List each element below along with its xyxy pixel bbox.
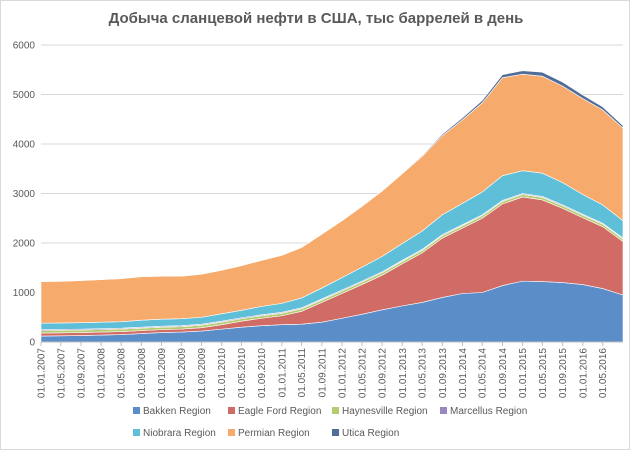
y-tick-label: 6000 — [13, 41, 36, 52]
legend-label: Haynesville Region — [342, 406, 428, 417]
legend-label: Niobrara Region — [143, 428, 216, 439]
x-tick-label: 01.09.2013 — [438, 348, 449, 398]
x-tick-label: 01.09.2009 — [197, 348, 208, 398]
x-tick-label: 01.05.2010 — [237, 348, 248, 398]
x-tick-label: 01.05.2009 — [177, 348, 188, 398]
legend-label: Utica Region — [342, 428, 399, 439]
x-tick-label: 01.01.2010 — [217, 348, 228, 398]
legend: Bakken Region Eagle Ford Region Haynesvill… — [133, 406, 527, 439]
x-tick-label: 01.05.2012 — [357, 348, 368, 398]
legend-label: Bakken Region — [143, 406, 211, 417]
x-tick-label: 01.05.2014 — [478, 348, 489, 398]
legend-swatch — [133, 429, 140, 436]
legend-swatch — [228, 407, 235, 414]
x-tick-label: 01.05.2007 — [56, 348, 67, 398]
chart-title: Добыча сланцевой нефти в США, тыс баррел… — [108, 10, 524, 27]
y-tick-label: 5000 — [13, 90, 36, 101]
area-series-7 — [40, 70, 624, 282]
x-tick-label: 01.09.2012 — [378, 348, 389, 398]
x-tick-label: 01.01.2013 — [398, 348, 409, 398]
axis-layer: 0 1000 2000 3000 4000 5000 6000 01.01.2007 01.05… — [13, 41, 623, 398]
x-tick-label: 01.09.2014 — [498, 348, 509, 398]
legend-swatch — [332, 407, 339, 414]
x-tick-label: 01.01.2011 — [277, 348, 288, 398]
y-tick-label: 1000 — [13, 288, 36, 299]
x-tick-label: 01.01.2012 — [337, 348, 348, 398]
legend-swatch — [228, 429, 235, 436]
x-tick-label: 01.09.2011 — [317, 348, 328, 398]
x-tick-label: 01.01.2008 — [97, 348, 108, 398]
x-tick-label: 01.05.2016 — [598, 348, 609, 398]
x-tick-label: 01.09.2008 — [137, 348, 148, 398]
x-tick-label: 01.01.2007 — [37, 348, 48, 398]
y-tick-label: 2000 — [13, 239, 36, 250]
x-tick-label: 01.05.2008 — [117, 348, 128, 398]
x-tick-label: 01.01.2014 — [458, 348, 469, 398]
legend-label: Eagle Ford Region — [238, 406, 321, 417]
x-tick-label: 01.01.2009 — [157, 348, 168, 398]
legend-label: Marcellus Region — [450, 406, 527, 417]
area-layer — [40, 70, 624, 343]
x-tick-label: 01.05.2011 — [297, 348, 308, 398]
x-tick-label: 01.05.2013 — [418, 348, 429, 398]
x-tick-label: 01.01.2015 — [518, 348, 529, 398]
legend-label: Permian Region — [238, 428, 310, 439]
y-tick-label: 0 — [29, 338, 35, 349]
x-tick-label: 01.09.2007 — [77, 348, 88, 398]
x-tick-label: 01.05.2015 — [538, 348, 549, 398]
x-tick-label: 01.09.2010 — [257, 348, 268, 398]
legend-swatch — [332, 429, 339, 436]
y-tick-label: 3000 — [13, 189, 36, 200]
y-tick-label: 4000 — [13, 140, 36, 151]
x-tick-label: 01.09.2015 — [558, 348, 569, 398]
legend-swatch — [440, 407, 447, 414]
x-tick-label: 01.01.2016 — [578, 348, 589, 398]
legend-swatch — [133, 407, 140, 414]
